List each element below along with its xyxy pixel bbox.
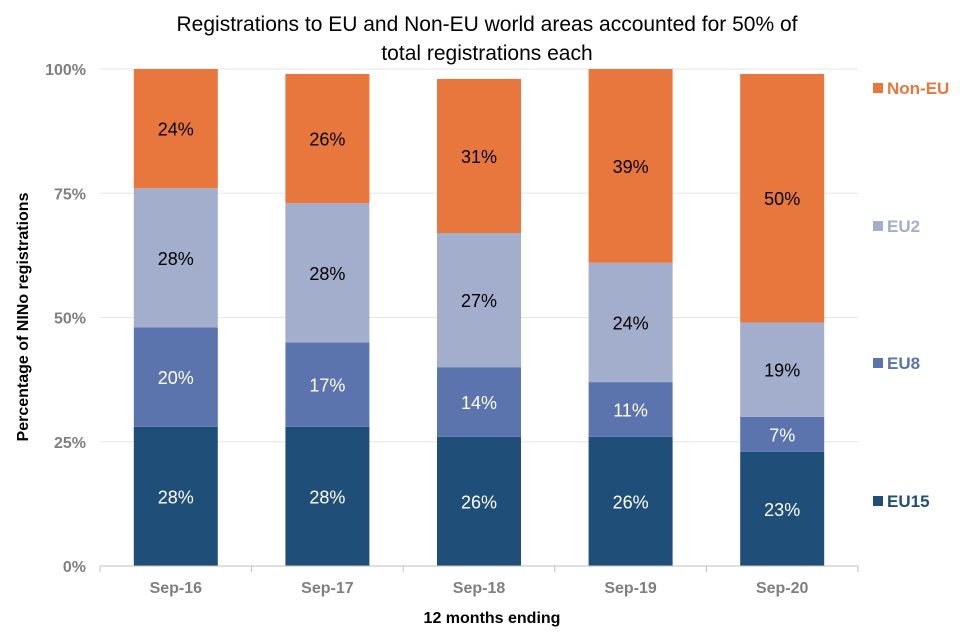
bar-segment-eu2 xyxy=(588,262,673,383)
data-label-non-eu: 26% xyxy=(309,130,345,150)
bar-segment-non-eu xyxy=(437,78,521,234)
x-tick-label: Sep-18 xyxy=(453,580,506,597)
data-label-non-eu: 31% xyxy=(461,147,497,167)
data-label-eu15: 28% xyxy=(309,487,345,507)
legend-swatch-eu8 xyxy=(873,358,883,368)
data-label-eu2: 28% xyxy=(309,264,345,284)
bar-segment-eu2 xyxy=(285,203,370,343)
y-tick-label: 50% xyxy=(54,311,86,328)
bar-segment-non-eu xyxy=(133,69,218,189)
legend-swatch-eu15 xyxy=(873,496,883,506)
bar-segment-eu8 xyxy=(285,342,370,427)
data-label-eu2: 19% xyxy=(764,361,800,381)
data-label-eu15: 23% xyxy=(764,500,800,520)
y-tick-label: 0% xyxy=(63,559,86,576)
bar-segment-eu8 xyxy=(437,367,521,437)
y-axis-ticks: 0% 25% 50% 75% 100% xyxy=(45,62,86,576)
x-tick-label: Sep-17 xyxy=(301,580,354,597)
data-label-eu15: 28% xyxy=(158,487,194,507)
data-label-eu8: 7% xyxy=(769,425,795,445)
bar-segment-eu8 xyxy=(588,382,673,437)
legend-label-eu8: EU8 xyxy=(887,354,920,373)
x-tick-label: Sep-19 xyxy=(604,580,657,597)
legend-swatch-eu2 xyxy=(873,221,883,231)
data-label-eu8: 20% xyxy=(158,368,194,388)
legend-label-eu2: EU2 xyxy=(887,217,920,236)
bar-segment-eu15 xyxy=(588,436,673,566)
data-label-eu15: 26% xyxy=(613,492,649,512)
legend-swatch-non-eu xyxy=(873,83,883,93)
x-axis xyxy=(99,565,859,572)
bar-segment-eu2 xyxy=(740,322,825,417)
y-tick-label: 75% xyxy=(54,186,86,203)
data-label-eu15: 26% xyxy=(461,492,497,512)
bar-segment-non-eu xyxy=(588,69,673,263)
bar-segment-eu15 xyxy=(285,426,370,566)
legend-label-non-eu: Non-EU xyxy=(887,79,949,98)
x-axis-label: 12 months ending xyxy=(424,610,561,627)
bar-segment-eu8 xyxy=(133,327,218,427)
data-label-eu8: 17% xyxy=(309,376,345,396)
data-label-non-eu: 39% xyxy=(613,157,649,177)
legend-label-eu15: EU15 xyxy=(887,492,930,511)
chart-title-line-2: total registrations each xyxy=(381,42,592,65)
bar-segment-eu2 xyxy=(133,188,218,328)
bar-segment-non-eu xyxy=(285,73,370,204)
data-label-non-eu: 50% xyxy=(764,189,800,209)
bars: 28% 20% 28% 24% 28% 17% 28% 26% 26% 14% 27% 31% 26% 1… xyxy=(133,69,825,566)
data-label-eu8: 14% xyxy=(461,393,497,413)
chart-title-line-1: Registrations to EU and Non-EU world are… xyxy=(177,13,798,36)
data-label-non-eu: 24% xyxy=(158,120,194,140)
y-tick-label: 25% xyxy=(54,435,86,452)
legend: Non-EU EU2 EU8 EU15 xyxy=(873,79,949,511)
bar-segment-eu15 xyxy=(133,426,218,566)
x-axis-ticks: Sep-16 Sep-17 Sep-18 Sep-19 Sep-20 xyxy=(150,580,809,597)
bar-segment-eu2 xyxy=(437,233,521,368)
bar-segment-eu15 xyxy=(740,451,825,566)
data-label-eu2: 24% xyxy=(613,313,649,333)
bar-segment-eu8 xyxy=(740,416,825,452)
bar-segment-non-eu xyxy=(740,73,825,323)
data-label-eu2: 28% xyxy=(158,249,194,269)
x-tick-label: Sep-20 xyxy=(756,580,809,597)
y-tick-label: 100% xyxy=(45,62,86,79)
x-tick-label: Sep-16 xyxy=(150,580,203,597)
data-label-eu8: 11% xyxy=(613,400,648,420)
data-label-eu2: 27% xyxy=(461,291,497,311)
bar-segment-eu15 xyxy=(437,436,521,566)
y-axis-label: Percentage of NINo registrations xyxy=(15,192,32,441)
